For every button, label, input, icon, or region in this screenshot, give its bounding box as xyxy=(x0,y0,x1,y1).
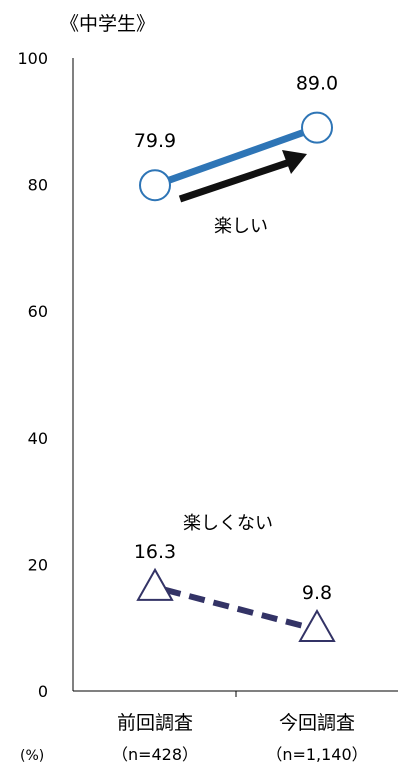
chart-title: 《中学生》 xyxy=(60,13,155,35)
series-line-tanoshii xyxy=(153,124,319,189)
data-label-tanoshii-current: 89.0 xyxy=(296,73,338,95)
data-label-tanoshikunai-current: 9.8 xyxy=(302,582,332,604)
point-tanoshikunai-previous xyxy=(136,567,174,601)
data-label-tanoshii-previous: 79.9 xyxy=(134,130,176,152)
category-sample-current: （n=1,140） xyxy=(266,745,367,764)
category-sample-previous: （n=428） xyxy=(112,745,198,764)
y-tick-label: 40 xyxy=(28,429,48,448)
series-label-tanoshii: 楽しい xyxy=(214,216,268,237)
point-tanoshii-previous xyxy=(139,169,171,202)
series-line-tanoshikunai xyxy=(164,586,308,630)
data-label-tanoshikunai-previous: 16.3 xyxy=(134,541,176,563)
category-label-current: 今回調査 xyxy=(279,712,355,734)
y-tick-label: 0 xyxy=(38,682,48,701)
trend-arrow-head xyxy=(282,150,307,174)
unit-label: (%) xyxy=(20,748,44,764)
y-tick-label: 60 xyxy=(28,302,48,321)
point-tanoshikunai-current xyxy=(298,608,336,642)
y-tick-label: 80 xyxy=(28,176,48,195)
series-label-tanoshikunai: 楽しくない xyxy=(183,513,273,534)
point-tanoshii-current xyxy=(301,111,333,144)
y-tick-label: 100 xyxy=(17,49,48,68)
y-tick-labels: 0 20 40 60 80 100 xyxy=(17,49,48,701)
category-label-previous: 前回調査 xyxy=(117,712,193,734)
y-tick-label: 20 xyxy=(28,555,48,574)
trend-arrow xyxy=(178,158,292,203)
